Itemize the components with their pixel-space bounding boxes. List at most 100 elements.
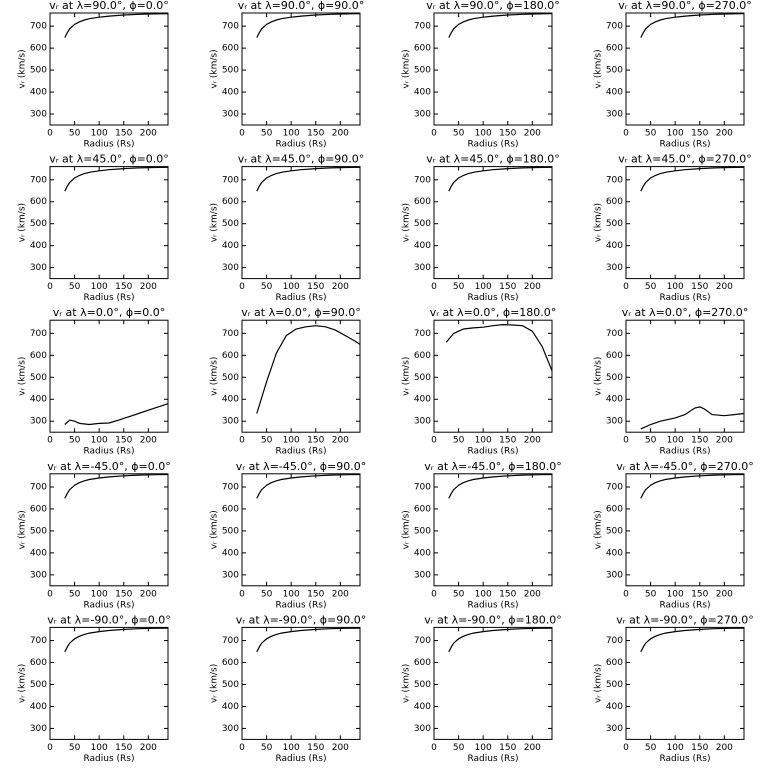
x-tick-label: 100 bbox=[91, 743, 108, 753]
x-tick-label: 100 bbox=[283, 129, 300, 139]
y-tick-label: 700 bbox=[30, 22, 47, 32]
y-tick-label: 300 bbox=[222, 263, 239, 273]
panel: vᵣ at λ=-45.0°, ϕ=180.0° 0 50 100 150 200 300 4… bbox=[402, 460, 562, 611]
data-line bbox=[640, 627, 745, 653]
x-axis-label: Radius (Rs) bbox=[659, 140, 710, 150]
x-tick-label: 50 bbox=[645, 436, 657, 446]
data-line bbox=[256, 166, 361, 192]
y-tick-label: 700 bbox=[222, 482, 239, 492]
x-tick-label: 50 bbox=[69, 436, 81, 446]
x-tick-label: 100 bbox=[283, 589, 300, 599]
plot-frame bbox=[241, 319, 361, 433]
x-tick-label: 150 bbox=[307, 743, 324, 753]
data-line bbox=[256, 473, 361, 499]
y-tick-label: 700 bbox=[606, 22, 623, 32]
x-tick-label: 0 bbox=[47, 282, 53, 292]
x-tick-label: 50 bbox=[453, 743, 465, 753]
x-tick-label: 50 bbox=[453, 129, 465, 139]
x-tick-label: 100 bbox=[667, 743, 684, 753]
x-tick-label: 200 bbox=[716, 743, 733, 753]
panel: vᵣ at λ=45.0°, ϕ=90.0° 0 50 100 150 200 300 400… bbox=[210, 153, 365, 304]
y-tick-label: 500 bbox=[414, 373, 431, 383]
x-tick-label: 0 bbox=[623, 743, 629, 753]
x-tick-label: 200 bbox=[524, 743, 541, 753]
data-line bbox=[64, 403, 169, 426]
x-tick-label: 150 bbox=[691, 282, 708, 292]
x-tick-label: 200 bbox=[524, 282, 541, 292]
x-tick-label: 50 bbox=[261, 129, 273, 139]
panel: vᵣ at λ=90.0°, ϕ=90.0° 0 50 100 150 200 300 400… bbox=[210, 0, 365, 150]
y-axis-label: vᵣ (km/s) bbox=[210, 203, 220, 242]
y-tick-label: 300 bbox=[606, 263, 623, 273]
y-tick-label: 500 bbox=[606, 219, 623, 229]
y-tick-label: 400 bbox=[30, 88, 47, 98]
panel: vᵣ at λ=-45.0°, ϕ=0.0° 0 50 100 150 200 300 400… bbox=[18, 460, 171, 611]
y-axis-label: vᵣ (km/s) bbox=[594, 203, 604, 242]
plot-frame bbox=[49, 319, 169, 433]
y-tick-label: 500 bbox=[606, 526, 623, 536]
y-axis-label: vᵣ (km/s) bbox=[210, 510, 220, 549]
x-tick-label: 100 bbox=[475, 282, 492, 292]
y-tick-label: 400 bbox=[414, 241, 431, 251]
panel-title: vᵣ at λ=45.0°, ϕ=90.0° bbox=[238, 153, 365, 166]
panel: vᵣ at λ=-45.0°, ϕ=270.0° 0 50 100 150 200 300 4… bbox=[594, 460, 754, 611]
x-tick-label: 200 bbox=[140, 129, 157, 139]
x-tick-label: 150 bbox=[115, 129, 132, 139]
y-tick-label: 500 bbox=[30, 680, 47, 690]
y-tick-label: 400 bbox=[414, 548, 431, 558]
y-axis-label: vᵣ (km/s) bbox=[594, 49, 604, 88]
x-tick-label: 0 bbox=[431, 436, 437, 446]
x-tick-label: 200 bbox=[332, 129, 349, 139]
x-tick-label: 50 bbox=[261, 436, 273, 446]
x-tick-label: 150 bbox=[499, 589, 516, 599]
x-tick-label: 200 bbox=[716, 436, 733, 446]
panel-title: vᵣ at λ=-90.0°, ϕ=270.0° bbox=[616, 613, 754, 626]
x-tick-label: 50 bbox=[69, 282, 81, 292]
y-tick-label: 700 bbox=[414, 329, 431, 339]
y-tick-label: 500 bbox=[222, 219, 239, 229]
y-tick-label: 500 bbox=[414, 219, 431, 229]
panel-title: vᵣ at λ=-45.0°, ϕ=90.0° bbox=[236, 460, 367, 473]
y-tick-label: 400 bbox=[30, 702, 47, 712]
y-tick-label: 500 bbox=[414, 66, 431, 76]
y-tick-label: 600 bbox=[30, 351, 47, 361]
data-line bbox=[640, 406, 745, 430]
plot-frame bbox=[241, 166, 361, 280]
data-line bbox=[64, 473, 169, 499]
plot-frame bbox=[433, 12, 553, 126]
y-tick-label: 400 bbox=[30, 395, 47, 405]
y-tick-label: 600 bbox=[30, 197, 47, 207]
y-axis-label: vᵣ (km/s) bbox=[210, 664, 220, 703]
plot-frame bbox=[49, 626, 169, 740]
y-tick-label: 700 bbox=[30, 329, 47, 339]
y-tick-label: 400 bbox=[414, 702, 431, 712]
panel: vᵣ at λ=0.0°, ϕ=90.0° 0 50 100 150 200 300 400 5… bbox=[210, 306, 361, 457]
y-axis-label: vᵣ (km/s) bbox=[18, 664, 28, 703]
x-tick-label: 0 bbox=[623, 589, 629, 599]
panel-title: vᵣ at λ=-90.0°, ϕ=180.0° bbox=[424, 613, 562, 626]
panel-title: vᵣ at λ=45.0°, ϕ=0.0° bbox=[49, 153, 169, 166]
x-tick-label: 200 bbox=[140, 743, 157, 753]
panel: vᵣ at λ=45.0°, ϕ=0.0° 0 50 100 150 200 300 400 5… bbox=[18, 153, 169, 304]
y-tick-label: 600 bbox=[606, 504, 623, 514]
data-line bbox=[256, 627, 361, 653]
plot-frame bbox=[625, 319, 745, 433]
y-tick-label: 400 bbox=[606, 548, 623, 558]
y-tick-label: 400 bbox=[606, 88, 623, 98]
y-tick-label: 600 bbox=[606, 197, 623, 207]
y-tick-label: 300 bbox=[30, 110, 47, 120]
x-axis-label: Radius (Rs) bbox=[659, 754, 710, 764]
x-tick-label: 0 bbox=[623, 436, 629, 446]
panel-title: vᵣ at λ=90.0°, ϕ=0.0° bbox=[49, 0, 169, 12]
x-tick-label: 50 bbox=[645, 589, 657, 599]
plot-frame bbox=[49, 473, 169, 587]
y-tick-label: 400 bbox=[222, 88, 239, 98]
y-tick-label: 300 bbox=[606, 110, 623, 120]
x-tick-label: 100 bbox=[667, 436, 684, 446]
plot-frame bbox=[625, 473, 745, 587]
y-tick-label: 300 bbox=[222, 110, 239, 120]
x-tick-label: 0 bbox=[239, 282, 245, 292]
y-tick-label: 500 bbox=[222, 526, 239, 536]
y-tick-label: 600 bbox=[606, 658, 623, 668]
y-axis-label: vᵣ (km/s) bbox=[18, 49, 28, 88]
